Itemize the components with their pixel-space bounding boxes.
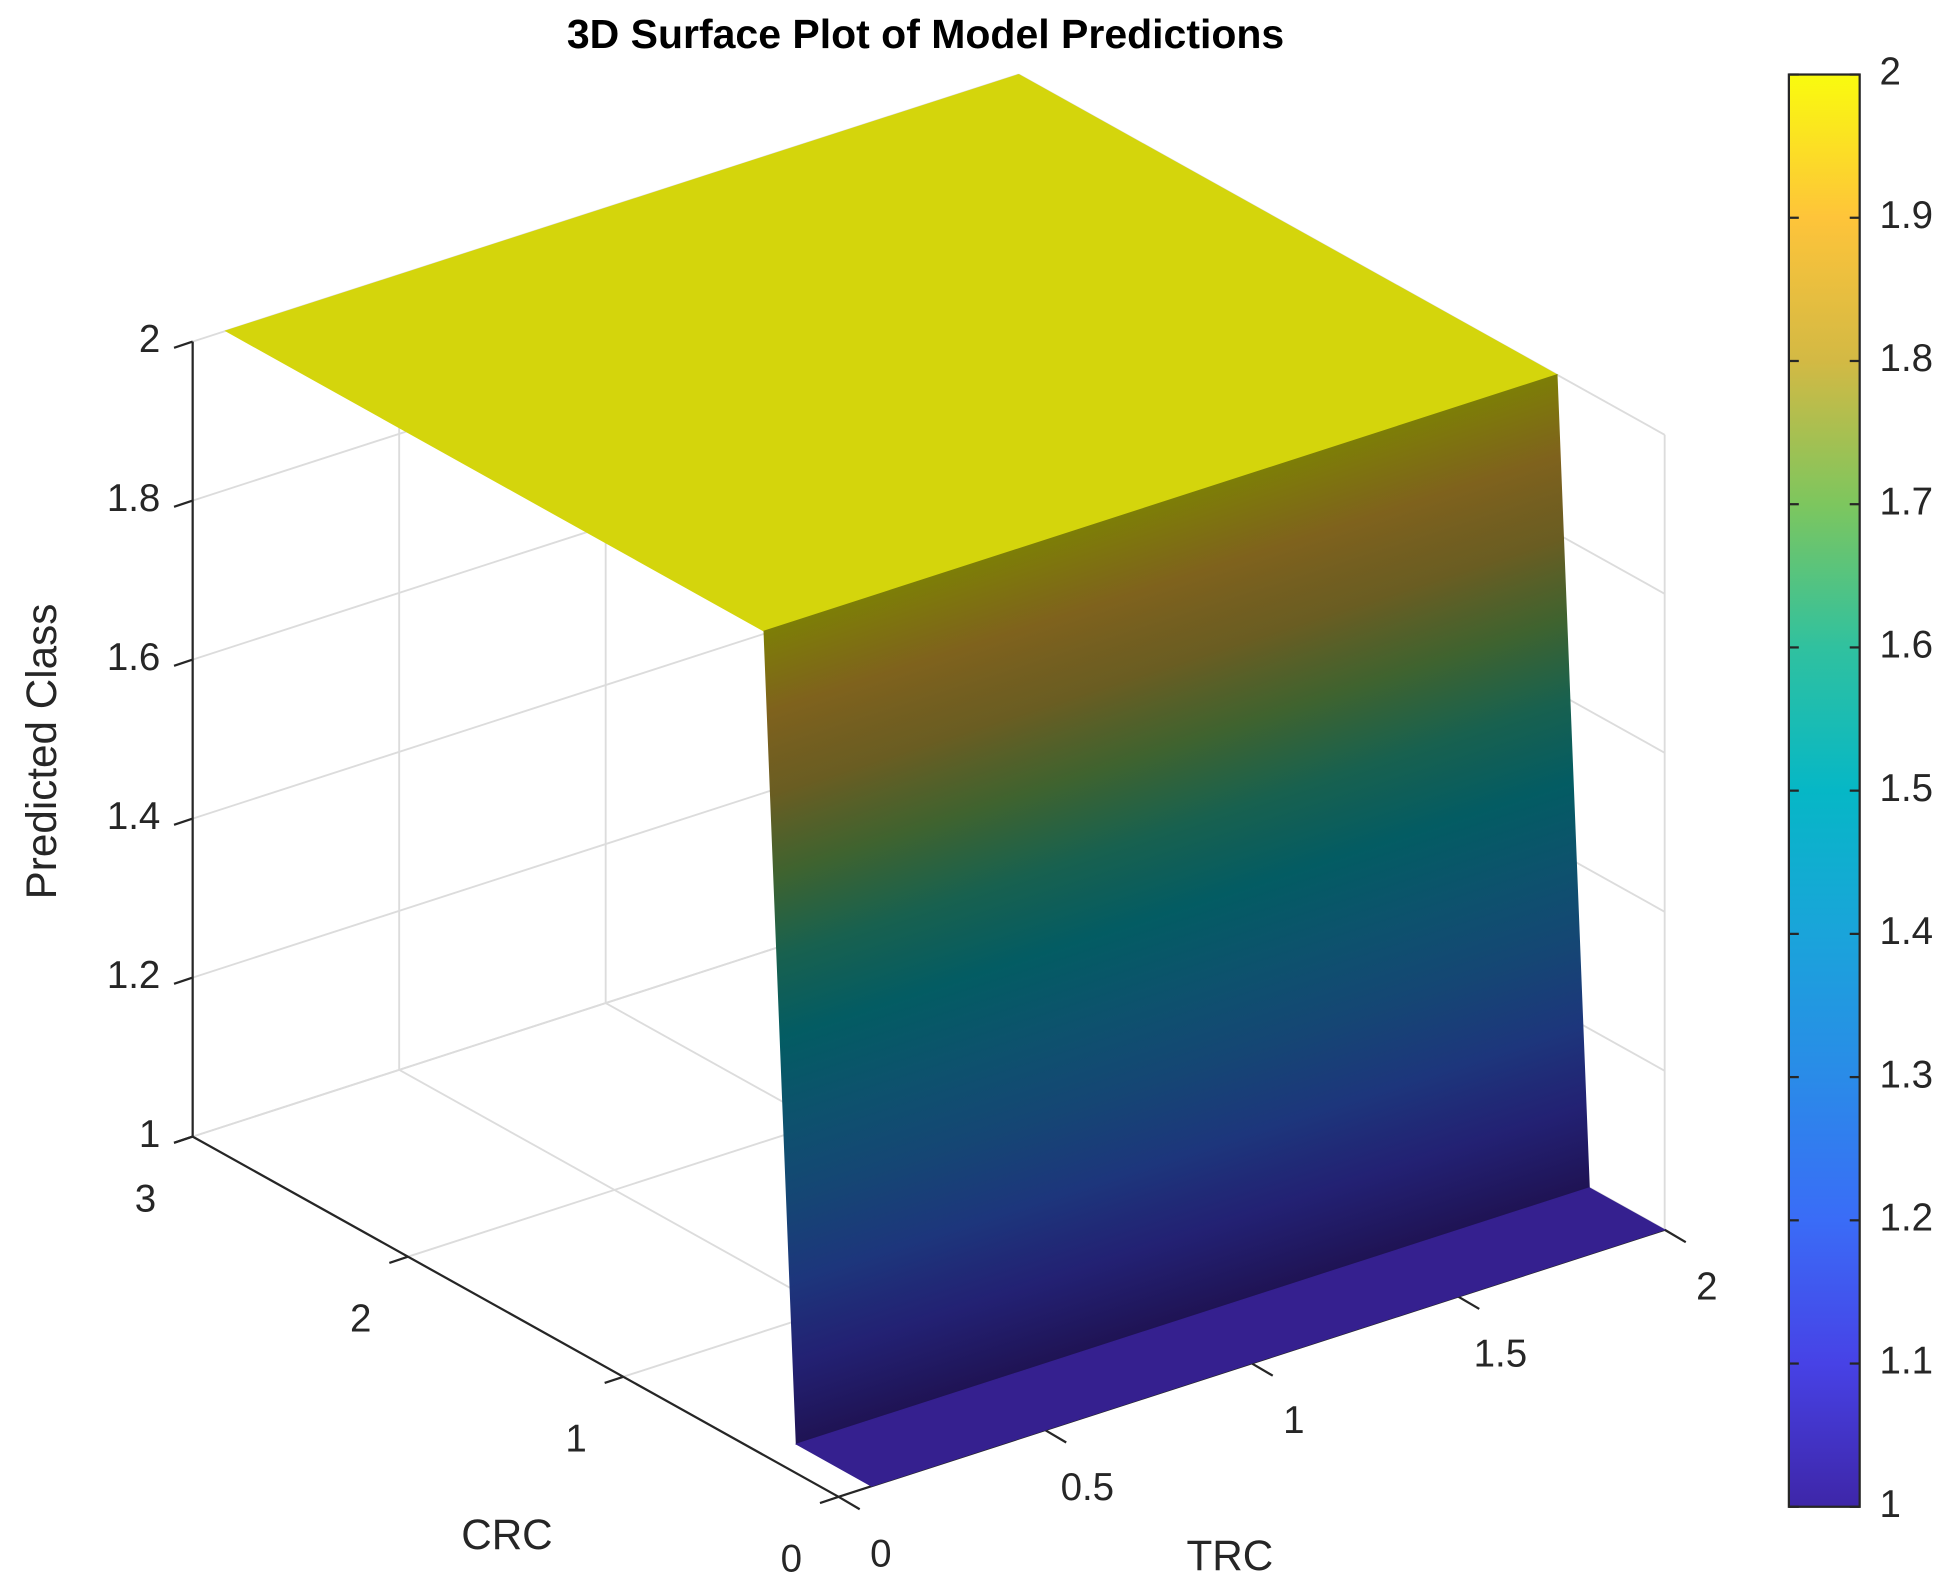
z-tick xyxy=(173,499,194,508)
y-tick-label: 0 xyxy=(781,1538,802,1581)
z-tick-label: 1.4 xyxy=(107,795,161,838)
x-tick xyxy=(1457,1295,1480,1310)
colorbar-tick-label: 1.6 xyxy=(1880,624,1934,667)
z-tick-label: 1.6 xyxy=(107,636,161,679)
colorbar-tick-label: 2 xyxy=(1880,51,1901,94)
y-tick xyxy=(173,1135,194,1144)
colorbar xyxy=(1787,73,1861,1508)
z-tick xyxy=(173,976,194,985)
colorbar-tick-label: 1.9 xyxy=(1880,194,1934,237)
y-tick-label: 1 xyxy=(565,1418,586,1461)
colorbar-tick-label: 1.2 xyxy=(1880,1196,1934,1239)
x-tick-label: 0.5 xyxy=(1061,1466,1115,1509)
colorbar-tick-label: 1.5 xyxy=(1880,767,1934,810)
x-tick-label: 2 xyxy=(1696,1266,1717,1309)
z-tick xyxy=(173,658,194,667)
y-tick-label: 3 xyxy=(135,1177,156,1220)
z-tick-label: 1.2 xyxy=(107,954,161,997)
y-tick xyxy=(604,1375,624,1385)
z-tick-label: 1 xyxy=(139,1113,160,1156)
x-axis-label: TRC xyxy=(1187,1532,1274,1579)
colorbar-tick-label: 1.8 xyxy=(1880,337,1934,380)
z-tick-label: 1.8 xyxy=(107,477,161,520)
surface-patch xyxy=(795,1187,1666,1487)
colorbar-tick-label: 1.4 xyxy=(1880,910,1934,953)
colorbar-tick-label: 1.3 xyxy=(1880,1053,1934,1096)
colorbar-tick-label: 1 xyxy=(1880,1483,1901,1526)
z-axis-label: Predicted Class xyxy=(18,604,65,900)
y-axis-line xyxy=(192,1135,840,1498)
colorbar-tick-label: 1.7 xyxy=(1880,480,1934,523)
x-tick-label: 1.5 xyxy=(1474,1332,1528,1375)
x-tick xyxy=(1664,1228,1687,1244)
x-tick xyxy=(1251,1362,1274,1377)
x-tick xyxy=(838,1495,861,1511)
y-tick xyxy=(819,1495,839,1505)
y-tick xyxy=(388,1255,409,1264)
z-tick xyxy=(173,340,194,349)
chart-title: 3D Surface Plot of Model Predictions xyxy=(567,11,1284,57)
x-tick xyxy=(1044,1429,1067,1444)
y-tick-label: 2 xyxy=(350,1297,371,1340)
y-axis-label: CRC xyxy=(461,1511,552,1558)
x-tick-label: 1 xyxy=(1283,1399,1304,1442)
colorbar-tick-label: 1.1 xyxy=(1880,1340,1934,1383)
x-tick-label: 0 xyxy=(870,1533,891,1576)
z-tick-label: 2 xyxy=(139,318,160,361)
z-tick xyxy=(173,817,194,826)
